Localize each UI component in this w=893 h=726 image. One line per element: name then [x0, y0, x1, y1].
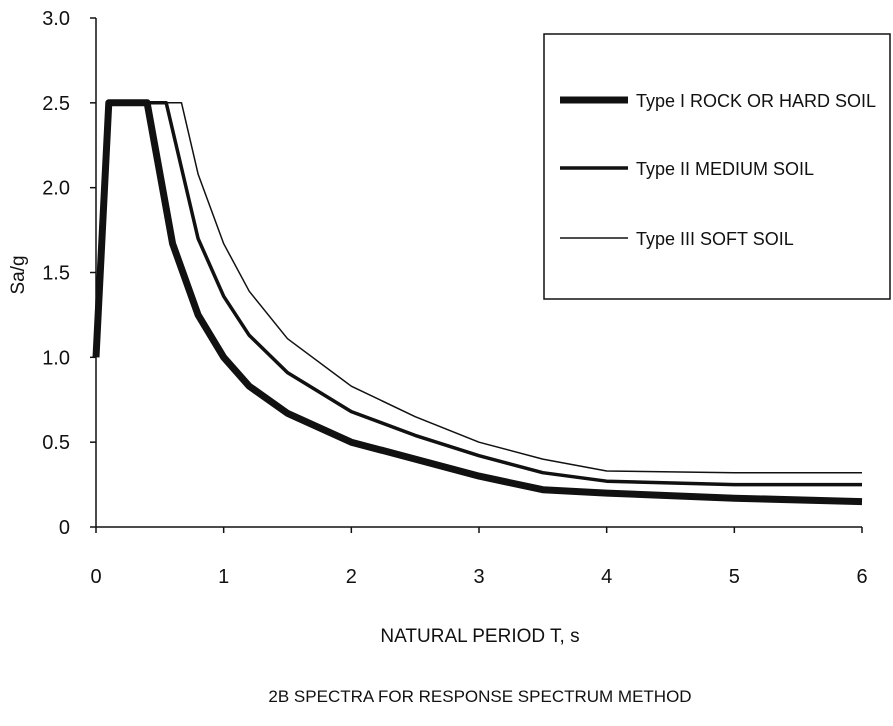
- y-tick-label: 1.5: [42, 263, 70, 285]
- legend: Type I ROCK OR HARD SOIL Type II MEDIUM S…: [543, 33, 891, 300]
- series-line-type-3: [108, 102, 862, 474]
- axes: 0 0.5 1.0 1.5 2.0 2.5 3.0 0 1 2 3 4 5 6: [42, 8, 867, 588]
- x-tick-label: 0: [90, 566, 101, 588]
- x-axis-title: NATURAL PERIOD T, s: [380, 626, 579, 647]
- x-tick-label: 3: [473, 566, 484, 588]
- y-axis-title: Sa/g: [8, 255, 29, 294]
- legend-label: Type II MEDIUM SOIL: [636, 159, 814, 179]
- y-tick-label: 3.0: [42, 8, 70, 30]
- series-line-type-1: [92, 99, 863, 506]
- y-tick-label: 0.5: [42, 432, 70, 454]
- x-tick-label: 6: [856, 566, 867, 588]
- x-tick-label: 4: [601, 566, 612, 588]
- legend-label: Type I ROCK OR HARD SOIL: [636, 91, 876, 111]
- y-tick-label: 1.0: [42, 347, 70, 369]
- x-tick-label: 2: [346, 566, 357, 588]
- x-tick-label: 1: [218, 566, 229, 588]
- y-tick-label: 2.5: [42, 93, 70, 115]
- x-tick-label: 5: [729, 566, 740, 588]
- y-tick-label: 2.0: [42, 178, 70, 200]
- series-line-type-2: [108, 101, 862, 487]
- chart-caption: 2B SPECTRA FOR RESPONSE SPECTRUM METHOD: [268, 687, 691, 706]
- series-group: [92, 99, 863, 506]
- y-tick-label: 0: [59, 517, 70, 539]
- legend-label: Type III SOFT SOIL: [636, 229, 794, 249]
